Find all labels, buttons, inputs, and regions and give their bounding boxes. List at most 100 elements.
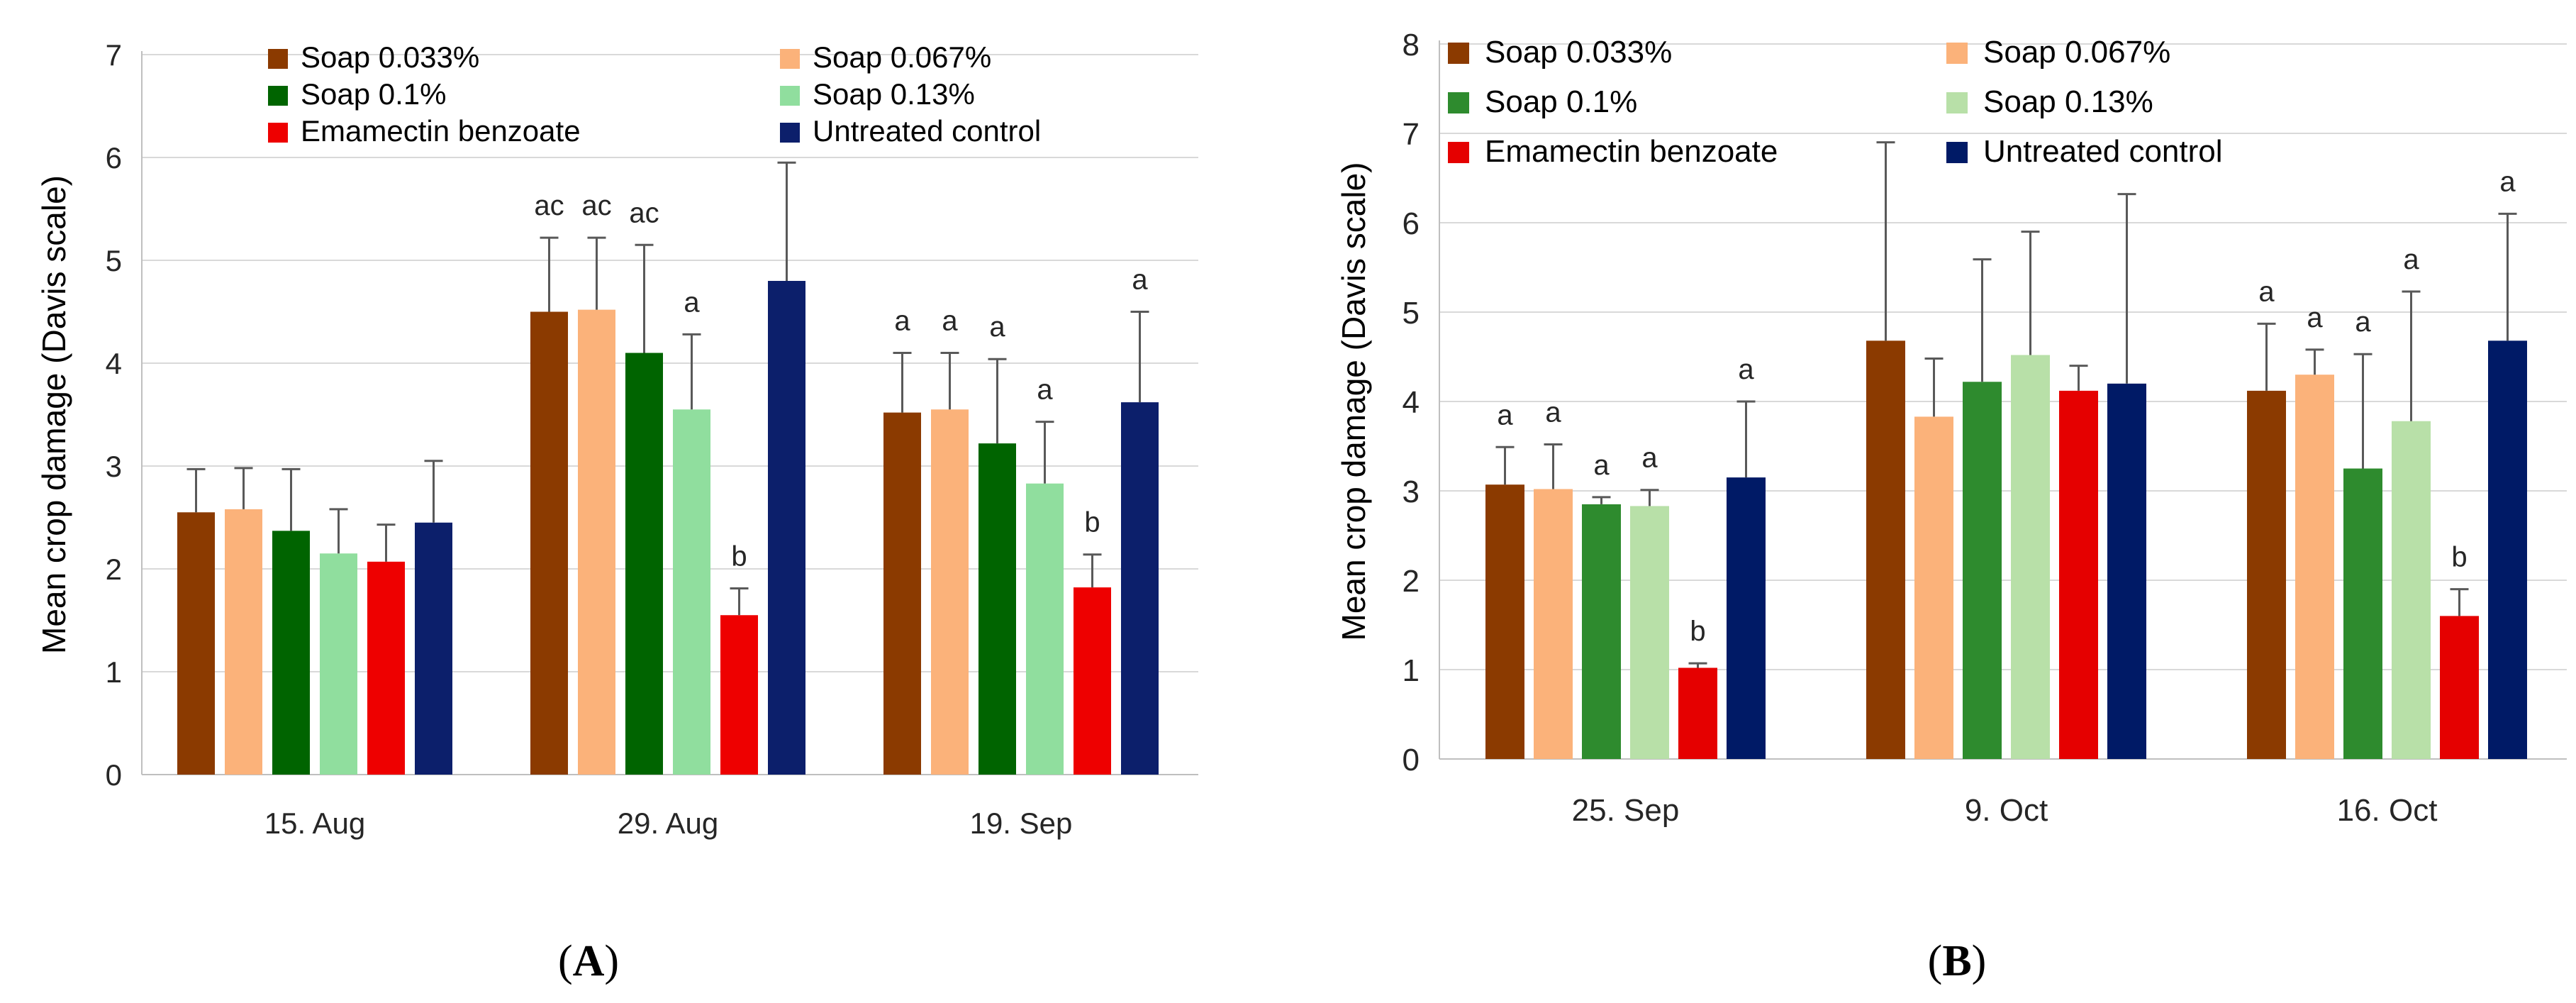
x-tick-label: 15. Aug <box>264 807 365 840</box>
x-tick-label: 29. Aug <box>618 807 718 840</box>
legend-item: Soap 0.033% <box>1448 35 1672 70</box>
x-tick-label: 9. Oct <box>1965 793 2048 828</box>
significance-letter: b <box>2451 542 2467 573</box>
significance-letter: ac <box>581 190 611 221</box>
y-tick-label: 5 <box>106 244 122 277</box>
legend-swatch <box>1946 92 1968 113</box>
legend-label: Untreated control <box>813 114 1041 148</box>
significance-letter: a <box>1497 399 1513 431</box>
legend-item: Emamectin benzoate <box>1448 134 1778 169</box>
legend-swatch <box>780 49 800 69</box>
bar <box>1582 504 1621 759</box>
y-tick-label: 3 <box>1403 475 1420 509</box>
legend-swatch <box>268 123 288 143</box>
significance-letter: a <box>1738 354 1754 385</box>
bar <box>625 353 663 775</box>
bar <box>2247 390 2286 759</box>
y-tick-label: 3 <box>106 450 122 483</box>
x-tick-label: 25. Sep <box>1572 793 1680 828</box>
legend-item: Soap 0.067% <box>1946 35 2170 70</box>
significance-letter: a <box>1037 375 1053 406</box>
legend-item: Soap 0.033% <box>268 40 479 74</box>
legend-label: Soap 0.033% <box>1485 35 1672 70</box>
legend-label: Soap 0.1% <box>1485 84 1637 119</box>
legend-swatch <box>1946 142 1968 163</box>
legend-item: Soap 0.067% <box>780 40 991 74</box>
bar <box>720 615 758 775</box>
significance-letter: a <box>684 287 700 318</box>
bar <box>2392 421 2431 759</box>
significance-letter: a <box>2499 166 2516 197</box>
legend-item: Soap 0.1% <box>268 77 447 111</box>
x-tick-label: 19. Sep <box>970 807 1073 840</box>
panel-label-b: (B) <box>1928 937 1987 985</box>
bar <box>1963 382 2002 759</box>
y-axis-label: Mean crop damage (Davis scale) <box>1335 162 1372 641</box>
significance-letter: ac <box>629 197 659 228</box>
bar <box>1534 489 1573 759</box>
legend-label: Soap 0.033% <box>301 40 479 74</box>
bar <box>177 512 215 775</box>
y-tick-label: 5 <box>1403 296 1420 331</box>
legend-swatch <box>1448 142 1469 163</box>
bar <box>2440 616 2479 759</box>
legend-label: Emamectin benzoate <box>1485 134 1778 169</box>
legend-swatch <box>268 86 288 106</box>
bar <box>2488 340 2527 759</box>
y-tick-label: 2 <box>106 553 122 586</box>
legend-swatch <box>1448 92 1469 113</box>
legend-swatch <box>1448 43 1469 64</box>
legend-item: Soap 0.13% <box>780 77 975 111</box>
bar <box>768 281 805 775</box>
y-tick-label: 8 <box>1403 28 1420 62</box>
legend-label: Untreated control <box>1983 134 2223 169</box>
bar <box>578 309 615 775</box>
legend-item: Soap 0.13% <box>1946 84 2153 119</box>
significance-letter: a <box>942 306 958 337</box>
legend-item: Untreated control <box>780 114 1041 148</box>
significance-letter: a <box>2258 276 2275 307</box>
legend-label: Emamectin benzoate <box>301 114 581 148</box>
y-tick-label: 6 <box>106 141 122 174</box>
bar <box>225 509 262 775</box>
significance-letter: b <box>731 541 747 572</box>
y-tick-label: 1 <box>106 655 122 689</box>
legend-label: Soap 0.067% <box>1983 35 2170 70</box>
legend-item: Emamectin benzoate <box>268 114 581 148</box>
y-tick-label: 6 <box>1403 206 1420 241</box>
bar <box>1678 667 1717 759</box>
panel-label-a: (A) <box>558 937 619 985</box>
significance-letter: ac <box>534 190 564 221</box>
bar <box>1866 340 1905 759</box>
significance-letter: a <box>989 311 1005 343</box>
y-tick-label: 0 <box>1403 743 1420 777</box>
legend-swatch <box>780 123 800 143</box>
significance-letter: a <box>894 306 910 337</box>
legend-label: Soap 0.13% <box>813 77 975 111</box>
y-tick-label: 0 <box>106 758 122 792</box>
bar <box>2295 375 2334 759</box>
bar <box>1914 416 1953 759</box>
bar <box>1026 483 1064 775</box>
legend-item: Soap 0.1% <box>1448 84 1637 119</box>
x-tick-label: 16. Oct <box>2337 793 2438 828</box>
significance-letter: a <box>1545 397 1561 428</box>
y-axis-label: Mean crop damage (Davis scale) <box>35 175 72 654</box>
legend-swatch <box>780 86 800 106</box>
legend-swatch <box>1946 43 1968 64</box>
significance-letter: a <box>1641 443 1658 474</box>
bar <box>978 443 1016 775</box>
y-tick-label: 4 <box>1403 385 1420 420</box>
bar <box>415 522 452 775</box>
bar <box>320 553 357 775</box>
bar <box>2059 390 2098 759</box>
significance-letter: a <box>1132 265 1148 296</box>
y-tick-label: 4 <box>106 347 122 380</box>
significance-letter: b <box>1690 616 1705 647</box>
bar <box>2343 468 2382 759</box>
bar <box>1727 477 1766 759</box>
bar <box>2107 383 2146 759</box>
significance-letter: a <box>2307 302 2323 333</box>
y-tick-label: 1 <box>1403 653 1420 688</box>
